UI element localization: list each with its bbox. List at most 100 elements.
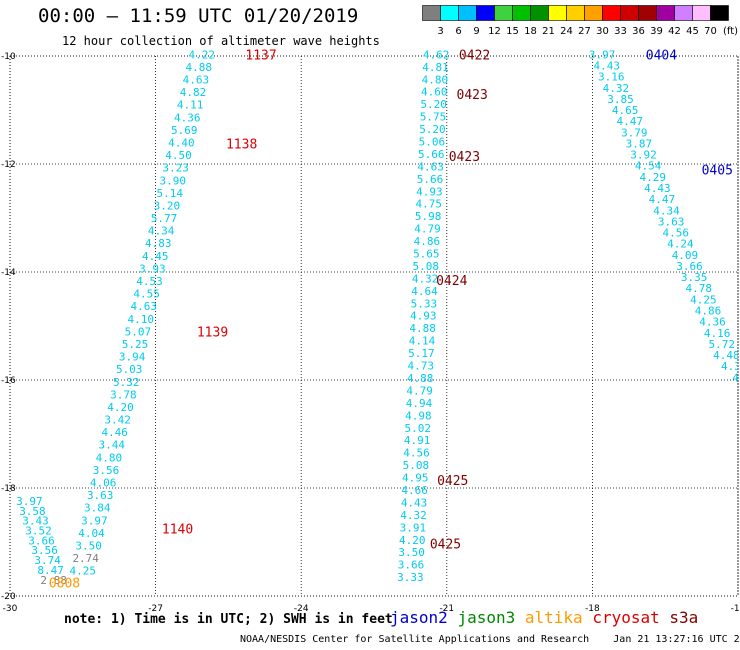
y-tick-label: -20 (1, 592, 16, 602)
colorbar-label: 6 (455, 26, 461, 37)
wave-height-point: 3.63 (87, 489, 114, 502)
wave-height-point: 5.66 (418, 148, 445, 161)
wave-height-point: 4.48 (713, 349, 740, 362)
wave-height-point: 3.93 (139, 262, 166, 275)
wave-height-point: 5.98 (415, 210, 442, 223)
wave-height-point: 5.77 (151, 212, 178, 225)
satellite-legend-altika: altika (524, 608, 593, 627)
colorbar-label: 3 (437, 26, 443, 37)
wave-height-point: 5.02 (404, 422, 431, 435)
wave-height-point: 3.84 (84, 502, 111, 515)
satellite-legend-s3a: s3a (669, 608, 699, 627)
wave-height-point: 4.63 (130, 300, 157, 313)
x-tick-label: -21 (439, 604, 454, 614)
wave-height-point: 3.97 (589, 48, 616, 61)
wave-height-point: 5.08 (403, 459, 430, 472)
wave-height-point: 4.36 (699, 316, 726, 329)
wave-height-point: 4.93 (416, 185, 443, 198)
pass-time-label: 1138 (226, 137, 257, 152)
wave-height-point: 4.56 (662, 227, 689, 240)
wave-height-point: 3.35 (681, 271, 708, 284)
wave-height-point: 8.47 (37, 564, 64, 577)
wave-height-point: 4.36 (174, 111, 201, 124)
wave-height-point: 3.58 (19, 505, 46, 518)
wave-height-point: 4.16 (704, 327, 731, 340)
wave-height-point: 3.66 (28, 534, 55, 547)
wave-height-point: 5.25 (122, 338, 149, 351)
colorbar-label: 36 (632, 26, 645, 37)
wave-height-point: 3.87 (626, 137, 653, 150)
wave-height-point: 4.64 (411, 285, 438, 298)
wave-height-point: 4.56 (403, 447, 430, 460)
wave-height-point: 4.86 (695, 304, 722, 317)
wave-height-point: 3.63 (658, 215, 685, 228)
wave-height-point: 5.66 (417, 173, 444, 186)
wave-height-point: 4.63 (417, 160, 444, 173)
plot-frame (9, 55, 739, 597)
wave-height-point: 3.66 (676, 260, 703, 273)
wave-height-point: 3.78 (110, 388, 137, 401)
wave-height-point: 3.20 (154, 199, 181, 212)
wave-height-point: 4.24 (667, 238, 694, 251)
colorbar-swatch (710, 5, 729, 21)
wave-height-point: 3.43 (22, 515, 49, 528)
satellite-legend: jason2 jason3 altika cryosat s3a (390, 608, 698, 627)
satellite-legend-jason3: jason3 (457, 608, 525, 627)
footer-note: note: 1) Time is in UTC; 2) SWH is in fe… (64, 612, 393, 627)
wave-height-point: 4.53 (136, 275, 163, 288)
wave-height-point: 4.25 (690, 293, 717, 306)
wave-height-point: 5.06 (419, 136, 446, 149)
wave-height-point: 4.29 (639, 171, 666, 184)
wave-height-point: 4.81 (422, 61, 449, 74)
y-tick-label: -12 (1, 160, 16, 170)
wave-height-point: 5.65 (413, 248, 440, 261)
colorbar-label: 33 (614, 26, 627, 37)
wave-height-point: 4.43 (401, 496, 428, 509)
wave-height-point: 4.91 (404, 434, 431, 447)
wave-height-point: 5.32 (113, 376, 140, 389)
wave-height-point: 5.08 (412, 260, 439, 273)
satellite-legend-cryosat: cryosat (592, 608, 670, 627)
wave-height-point: 4.82 (180, 86, 207, 99)
pass-time-label: 0404 (646, 48, 677, 63)
wave-height-point: 5.72 (709, 338, 736, 351)
wave-height-point: 4.54 (635, 160, 662, 173)
wave-height-point: 5.17 (408, 347, 435, 360)
wave-height-point: 3.97 (16, 495, 43, 508)
wave-height-point: 3.16 (598, 71, 625, 84)
chart-subtitle: 12 hour collection of altimeter wave hei… (62, 34, 380, 48)
wave-height-point: 4.40 (168, 137, 195, 150)
wave-height-point: 4.60 (421, 86, 448, 99)
pass-time-label: 1139 (197, 325, 228, 340)
wave-height-point: 4.04 (78, 527, 105, 540)
wave-height-point: 4.3 (721, 360, 740, 373)
wave-height-point: 4.75 (416, 198, 443, 211)
colorbar-label: 24 (560, 26, 573, 37)
wave-height-point: 3.56 (31, 544, 58, 557)
colorbar-label: 70 (704, 26, 717, 37)
wave-height-point: 5.33 (411, 297, 438, 310)
wave-height-point: 4.66 (401, 484, 428, 497)
wave-height-point: 4.88 (409, 322, 436, 335)
colorbar-label: 9 (473, 26, 479, 37)
wave-height-point: 4.32 (603, 82, 630, 95)
y-tick-label: -18 (1, 484, 16, 494)
wave-height-point: 4.14 (409, 335, 436, 348)
wave-height-point: 4.95 (402, 472, 429, 485)
wave-height-point: 4.11 (177, 99, 204, 112)
wave-height-point: 4.86 (414, 235, 441, 248)
wave-height-point: 5.69 (171, 124, 198, 137)
wave-height-point: 5.07 (125, 325, 152, 338)
wave-height-point: 4.88 (407, 372, 434, 385)
wave-height-point: 4.34 (148, 225, 175, 238)
wave-height-point: 4.79 (414, 223, 441, 236)
x-tick-label: -27 (148, 604, 163, 614)
wave-height-point: 4.34 (653, 204, 680, 217)
wave-height-point: 4.79 (406, 384, 433, 397)
chart-title: 00:00 – 11:59 UTC 01/20/2019 (38, 5, 359, 27)
wave-height-point: 4.32 (400, 509, 427, 522)
wave-height-point: 3.97 (81, 514, 108, 527)
wave-height-point: 4.20 (107, 401, 134, 414)
wave-height-point: 5.20 (420, 98, 447, 111)
wave-height-point: 4.83 (145, 237, 172, 250)
